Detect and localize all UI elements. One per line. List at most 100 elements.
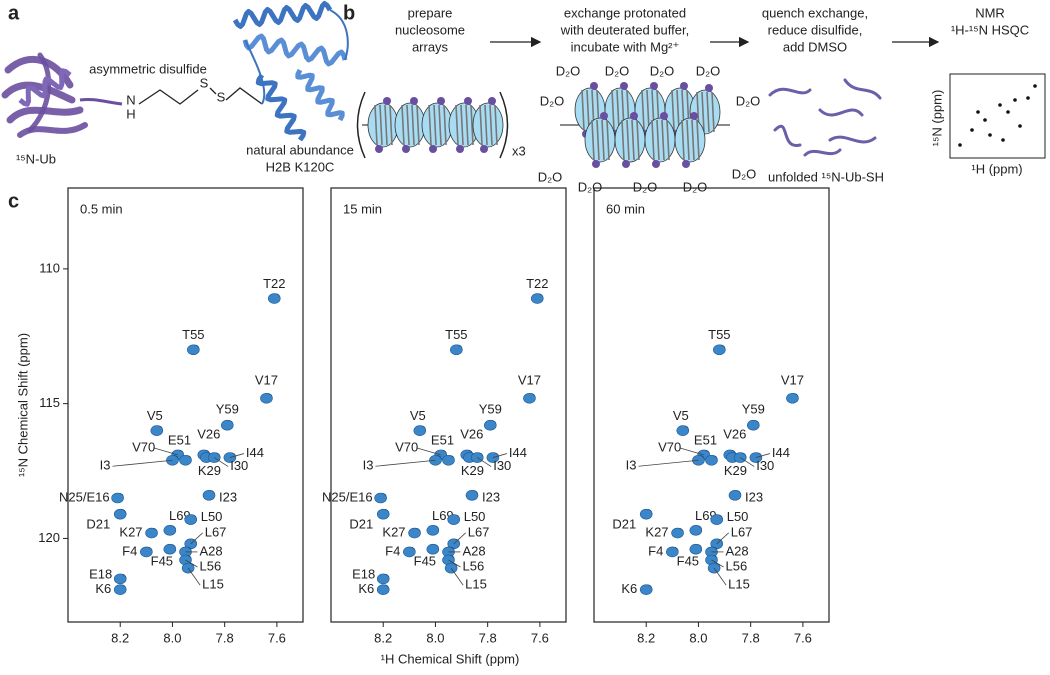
unfolded-ub — [803, 148, 842, 157]
d2o-label: D₂O — [696, 63, 721, 78]
peak-label: E18 — [352, 566, 375, 581]
step-text: exchange protonated — [564, 5, 686, 20]
plot-title: 0.5 min — [80, 201, 123, 216]
ub-tag — [456, 145, 464, 153]
peak — [447, 514, 461, 525]
y-tick-label: 120 — [38, 530, 60, 545]
peak-label: T22 — [526, 276, 548, 291]
leader-line — [190, 532, 203, 545]
peak-label: V5 — [673, 408, 689, 423]
peak-label: L50 — [727, 509, 749, 524]
ub-tag — [383, 97, 391, 105]
peak — [408, 527, 421, 539]
peak — [376, 584, 390, 595]
ub-tag — [592, 160, 600, 168]
leader-line — [755, 453, 770, 458]
peak-label: K27 — [382, 524, 405, 539]
linker-label: asymmetric disulfide — [89, 61, 207, 76]
peak — [705, 454, 718, 466]
unfolded-ub — [818, 108, 864, 117]
peak — [530, 293, 544, 304]
ub-tag — [650, 82, 658, 90]
peak — [483, 419, 497, 431]
peak-label: L67 — [731, 524, 753, 539]
peak — [746, 419, 760, 431]
inset-frame — [949, 73, 1046, 159]
h2b-label: H2B K120C — [266, 159, 335, 174]
peak-label: D21 — [612, 517, 636, 532]
ub-tag — [660, 112, 668, 120]
peak-label: L15 — [465, 577, 487, 592]
peak — [442, 454, 455, 466]
dna-wrap — [656, 119, 660, 161]
peak — [639, 508, 653, 520]
peak-label: F4 — [648, 543, 663, 558]
peak — [450, 344, 463, 356]
y-tick-label: 115 — [39, 395, 60, 410]
peak-label: V26 — [723, 426, 746, 441]
ub-tag — [402, 145, 410, 153]
leader-line — [453, 532, 466, 545]
dna-wrap — [591, 119, 595, 161]
d2o-label: D₂O — [578, 179, 603, 194]
peak — [713, 344, 726, 356]
dna-wrap — [470, 104, 474, 146]
ub-tag — [590, 82, 598, 90]
leader-line — [716, 532, 729, 545]
ub-label: ¹⁵N-Ub — [16, 151, 56, 166]
dna-wrap — [389, 104, 393, 146]
leader-line — [153, 447, 178, 456]
peak — [689, 543, 703, 555]
dna-wrap — [626, 119, 630, 161]
leader-line — [450, 567, 464, 586]
nucleosome — [584, 117, 616, 163]
peak — [671, 527, 684, 539]
peak — [113, 573, 127, 585]
repeat-label: x3 — [512, 143, 526, 158]
peak — [184, 514, 198, 525]
leader-line — [492, 453, 507, 458]
dna-wrap — [586, 89, 590, 131]
inset-peak — [983, 118, 987, 122]
peak-label: I30 — [493, 458, 511, 473]
h2b-label: natural abundance — [246, 142, 354, 157]
peak — [639, 584, 653, 595]
peak-label: L56 — [726, 558, 748, 573]
peak — [145, 527, 158, 539]
dna-wrap — [706, 91, 710, 133]
dna-wrap — [641, 89, 645, 131]
plot-title: 15 min — [343, 201, 382, 216]
d2o-label: D₂O — [683, 179, 708, 194]
peak — [666, 546, 679, 558]
dna-wrap — [686, 119, 690, 161]
leader-line — [416, 447, 441, 456]
d2o-label: D₂O — [556, 63, 581, 78]
peak-label: E51 — [694, 433, 717, 448]
x-tick-label: 8.0 — [426, 630, 444, 645]
ub-tag — [682, 160, 690, 168]
peak-label: D21 — [86, 517, 110, 532]
peak — [523, 392, 536, 404]
inset-peak — [1013, 98, 1017, 102]
step-text: nucleosome — [395, 22, 465, 37]
dna-wrap — [581, 89, 585, 131]
leader-line — [214, 457, 229, 467]
dna-wrap — [401, 104, 405, 146]
unfolded-ub — [768, 87, 812, 97]
peak-label: Y59 — [742, 402, 765, 417]
peak-label: V70 — [658, 439, 681, 454]
x-tick-label: 7.6 — [531, 630, 549, 645]
dna-wrap — [696, 119, 700, 161]
dna-wrap — [379, 104, 383, 146]
inset-ylabel: ¹⁵N (ppm) — [929, 90, 944, 147]
peak — [140, 546, 153, 558]
paren — [356, 91, 366, 159]
dna-wrap — [611, 89, 615, 131]
peak — [376, 508, 390, 520]
peak-label: L56 — [200, 558, 222, 573]
inset-peak — [998, 103, 1002, 107]
y-tick-label: 110 — [39, 260, 60, 275]
dna-wrap — [616, 89, 620, 131]
dna-wrap — [681, 119, 685, 161]
